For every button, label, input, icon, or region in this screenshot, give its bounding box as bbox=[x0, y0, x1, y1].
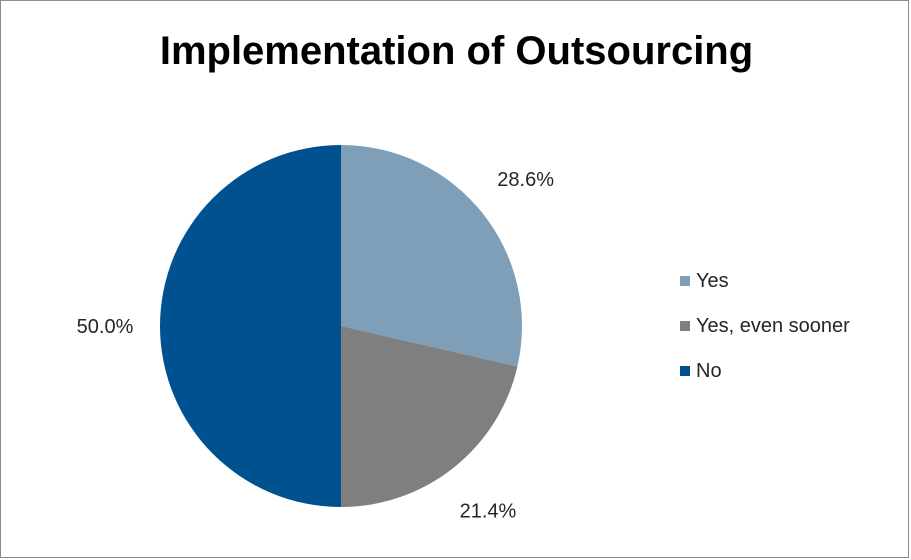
chart-title: Implementation of Outsourcing bbox=[159, 29, 754, 73]
data-label: 50.0% bbox=[77, 316, 134, 338]
legend-swatch bbox=[680, 276, 690, 286]
legend-swatch bbox=[680, 366, 690, 376]
legend-item: Yes bbox=[680, 266, 850, 296]
legend-label: Yes, even sooner bbox=[696, 314, 850, 337]
data-label: 28.6% bbox=[497, 169, 554, 191]
legend-item: No bbox=[680, 356, 850, 386]
legend-swatch bbox=[680, 321, 690, 331]
legend: Yes Yes, even sooner No bbox=[680, 266, 850, 401]
pie-slice-no bbox=[160, 145, 341, 507]
data-label: 21.4% bbox=[460, 501, 517, 523]
pie-slice-yes-even-sooner bbox=[341, 326, 518, 507]
pie-slice-yes bbox=[341, 145, 522, 367]
legend-item: Yes, even sooner bbox=[680, 311, 850, 341]
legend-label: No bbox=[696, 359, 722, 382]
legend-label: Yes bbox=[696, 269, 729, 292]
